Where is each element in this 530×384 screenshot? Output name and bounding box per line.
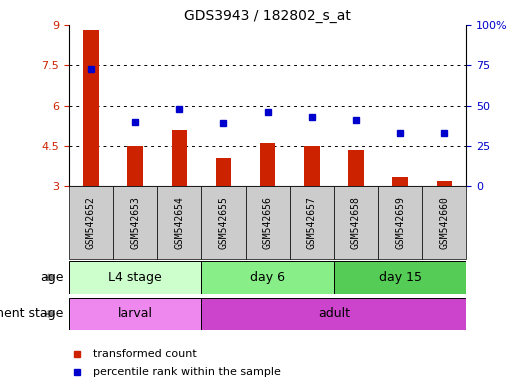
Text: GSM542657: GSM542657 — [307, 196, 317, 249]
FancyBboxPatch shape — [201, 261, 334, 294]
Text: percentile rank within the sample: percentile rank within the sample — [93, 367, 280, 377]
Bar — [83, 30, 99, 186]
Bar — [392, 177, 408, 186]
Text: larval: larval — [118, 308, 153, 320]
FancyBboxPatch shape — [378, 186, 422, 259]
Text: GSM542660: GSM542660 — [439, 196, 449, 249]
Text: GSM542658: GSM542658 — [351, 196, 361, 249]
Title: GDS3943 / 182802_s_at: GDS3943 / 182802_s_at — [184, 8, 351, 23]
Bar — [216, 158, 231, 186]
Bar — [304, 146, 320, 186]
Bar — [348, 150, 364, 186]
Text: GSM542654: GSM542654 — [174, 196, 184, 249]
FancyBboxPatch shape — [245, 186, 290, 259]
Text: GSM542655: GSM542655 — [218, 196, 228, 249]
Bar — [437, 181, 452, 186]
Bar — [260, 143, 276, 186]
Text: age: age — [40, 271, 64, 284]
FancyBboxPatch shape — [69, 298, 201, 330]
FancyBboxPatch shape — [69, 186, 113, 259]
Text: day 15: day 15 — [378, 271, 422, 284]
FancyBboxPatch shape — [422, 186, 466, 259]
Text: GSM542652: GSM542652 — [86, 196, 96, 249]
Bar — [172, 130, 187, 186]
Text: development stage: development stage — [0, 308, 64, 320]
FancyBboxPatch shape — [113, 186, 157, 259]
Bar — [127, 146, 143, 186]
FancyBboxPatch shape — [290, 186, 334, 259]
FancyBboxPatch shape — [157, 186, 201, 259]
Text: GSM542653: GSM542653 — [130, 196, 140, 249]
FancyBboxPatch shape — [334, 261, 466, 294]
FancyBboxPatch shape — [334, 186, 378, 259]
Text: L4 stage: L4 stage — [108, 271, 162, 284]
FancyBboxPatch shape — [201, 298, 466, 330]
Text: transformed count: transformed count — [93, 349, 197, 359]
Text: day 6: day 6 — [250, 271, 285, 284]
Text: GSM542656: GSM542656 — [263, 196, 272, 249]
FancyBboxPatch shape — [69, 261, 201, 294]
Text: adult: adult — [318, 308, 350, 320]
Text: GSM542659: GSM542659 — [395, 196, 405, 249]
FancyBboxPatch shape — [201, 186, 245, 259]
